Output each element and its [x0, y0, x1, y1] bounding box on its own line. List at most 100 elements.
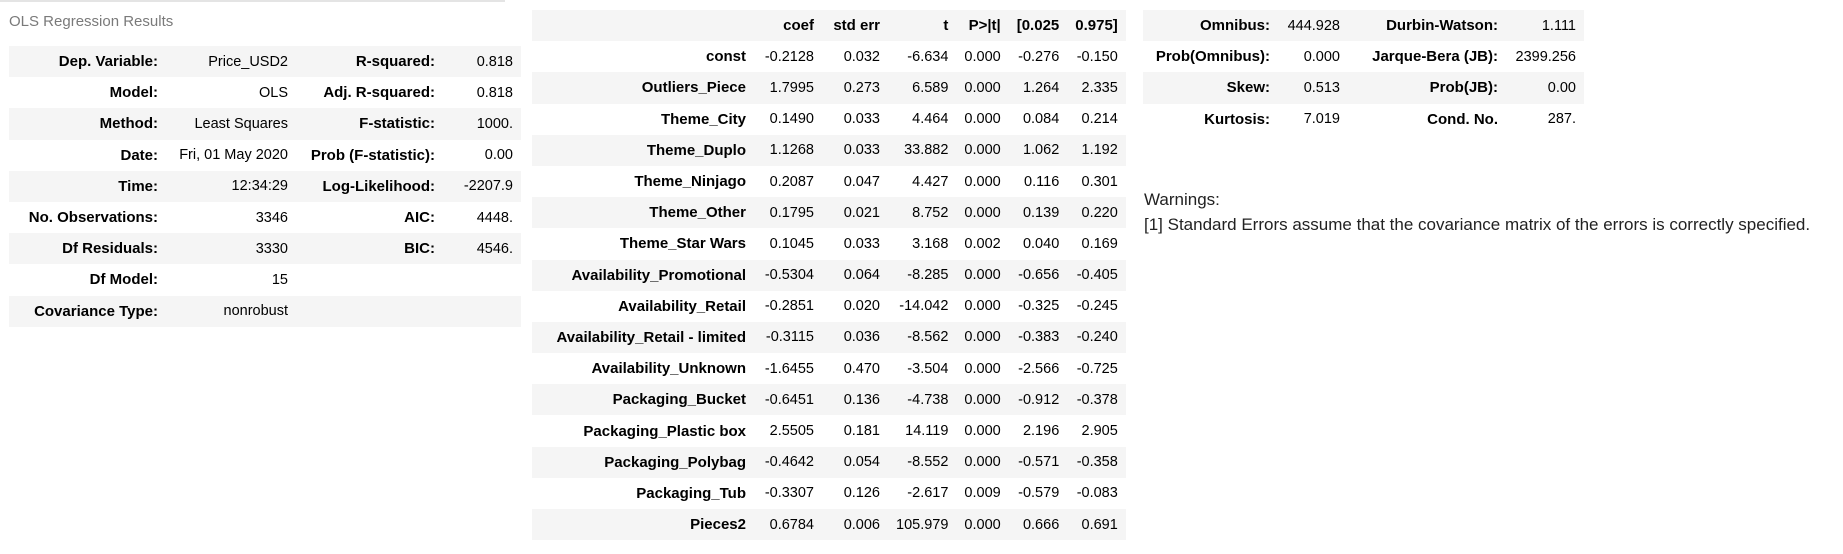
- p-value: 0.000: [964, 391, 1001, 408]
- coef-row: Theme_Star Wars 0.1045 0.033 3.168 0.002…: [532, 228, 1126, 260]
- ci-lower: 0.139: [1022, 204, 1060, 221]
- p-value: 0.000: [964, 267, 1001, 284]
- summary-label: Df Residuals:: [62, 240, 158, 258]
- coef-value: 0.1795: [769, 204, 814, 221]
- summary-value: OLS: [258, 84, 288, 101]
- column-header: [0.025: [1016, 17, 1060, 35]
- coef-value: 1.1268: [769, 142, 814, 159]
- coef-variable: Availability_Retail: [618, 297, 746, 315]
- coef-row: const -0.2128 0.032 -6.634 0.000 -0.276 …: [532, 41, 1126, 73]
- summary-label: Model:: [109, 84, 158, 102]
- diagnostics-value: 0.000: [1303, 48, 1340, 65]
- summary-value: 12:34:29: [231, 178, 288, 195]
- coef-value: 0.6784: [769, 516, 814, 533]
- std-err-value: 0.470: [843, 360, 880, 377]
- summary-value: 3346: [255, 209, 288, 226]
- ci-upper: 0.220: [1081, 204, 1118, 221]
- ci-lower: -0.912: [1018, 391, 1060, 408]
- summary-row: Model: OLS Adj. R-squared: 0.818: [9, 77, 521, 109]
- coef-variable: Theme_Other: [649, 204, 746, 222]
- p-value: 0.000: [964, 329, 1001, 346]
- p-value: 0.000: [964, 204, 1001, 221]
- ci-upper: 1.192: [1081, 142, 1118, 159]
- summary-row: Method: Least Squares F-statistic: 1000.: [9, 108, 521, 140]
- t-value: 4.464: [912, 111, 949, 128]
- std-err-value: 0.047: [843, 173, 880, 190]
- coef-row: Pieces2 0.6784 0.006 105.979 0.000 0.666…: [532, 509, 1126, 541]
- diagnostics-value: 287.: [1547, 111, 1576, 128]
- p-value: 0.002: [964, 235, 1001, 252]
- p-value: 0.000: [964, 423, 1001, 440]
- ci-upper: -0.725: [1076, 360, 1118, 377]
- ci-upper: -0.358: [1076, 454, 1118, 471]
- std-err-value: 0.054: [843, 454, 880, 471]
- coef-row: Packaging_Bucket -0.6451 0.136 -4.738 0.…: [532, 384, 1126, 416]
- coef-value: -0.3115: [765, 329, 814, 346]
- t-value: -4.738: [907, 391, 949, 408]
- std-err-value: 0.021: [843, 204, 880, 221]
- coef-variable: Packaging_Plastic box: [583, 422, 746, 440]
- coef-value: -0.6451: [764, 391, 814, 408]
- p-value: 0.009: [964, 485, 1001, 502]
- diagnostics-label: Cond. No.: [1427, 110, 1498, 128]
- std-err-value: 0.036: [843, 329, 880, 346]
- ci-lower: 2.196: [1022, 423, 1060, 440]
- coef-row: Packaging_Plastic box 2.5505 0.181 14.11…: [532, 415, 1126, 447]
- coef-value: 0.1045: [769, 235, 814, 252]
- p-value: 0.000: [964, 79, 1001, 96]
- diagnostics-row: Kurtosis: 7.019 Cond. No. 287.: [1143, 103, 1584, 135]
- t-value: -8.285: [907, 267, 949, 284]
- summary-value: 0.818: [476, 53, 513, 70]
- summary-label: Time:: [118, 177, 158, 195]
- p-value: 0.000: [964, 298, 1001, 315]
- summary-label: Covariance Type:: [34, 302, 158, 320]
- coef-row: Availability_Unknown -1.6455 0.470 -3.50…: [532, 353, 1126, 385]
- warning-item: [1] Standard Errors assume that the cova…: [1144, 215, 1811, 234]
- summary-label: Df Model:: [89, 271, 158, 289]
- summary-value: 1000.: [476, 115, 513, 132]
- coef-row: Theme_Ninjago 0.2087 0.047 4.427 0.000 0…: [532, 165, 1126, 198]
- coef-value: 0.2087: [769, 173, 814, 190]
- diagnostics-label: Omnibus:: [1200, 17, 1270, 35]
- coef-row: Theme_City 0.1490 0.033 4.464 0.000 0.08…: [532, 103, 1126, 135]
- ci-upper: -0.245: [1076, 298, 1118, 315]
- summary-label: Dep. Variable:: [58, 53, 158, 71]
- ci-lower: 0.040: [1022, 235, 1060, 252]
- coef-row: Theme_Duplo 1.1268 0.033 33.882 0.000 1.…: [532, 134, 1126, 166]
- coef-value: -0.4642: [764, 454, 814, 471]
- coef-variable: Availability_Retail - limited: [556, 328, 747, 346]
- coef-value: -1.6455: [764, 360, 814, 377]
- summary-label: Log-Likelihood:: [322, 177, 435, 195]
- diagnostics-value: 0.00: [1547, 79, 1576, 96]
- summary-label: Adj. R-squared:: [323, 84, 435, 102]
- warnings-block: Warnings: [1] Standard Errors assume tha…: [1144, 187, 1810, 237]
- ci-lower: -0.579: [1018, 485, 1060, 502]
- coef-header-row: coef std err t P>|t| [0.025 0.975]: [532, 10, 1126, 42]
- diagnostics-label: Prob(JB):: [1429, 79, 1498, 97]
- ci-upper: -0.378: [1076, 391, 1118, 408]
- coef-value: 1.7995: [769, 79, 814, 96]
- diagnostics-label: Jarque-Bera (JB):: [1372, 48, 1498, 66]
- summary-label: BIC:: [404, 240, 435, 258]
- summary-label: No. Observations:: [28, 209, 158, 227]
- std-err-value: 0.126: [843, 485, 880, 502]
- p-value: 0.000: [964, 48, 1001, 65]
- warnings-title: Warnings:: [1144, 190, 1220, 209]
- coef-variable: Packaging_Bucket: [612, 391, 746, 409]
- t-value: 8.752: [912, 204, 949, 221]
- summary-value: 0.00: [484, 147, 513, 164]
- ci-lower: -0.656: [1018, 267, 1060, 284]
- summary-label: Method:: [99, 115, 158, 133]
- summary-value: nonrobust: [223, 303, 289, 320]
- ci-upper: 0.691: [1081, 516, 1118, 533]
- coef-variable: Theme_Ninjago: [634, 173, 746, 191]
- coef-value: -0.5304: [764, 267, 814, 284]
- summary-value: 0.818: [476, 84, 513, 101]
- summary-label: [296, 296, 443, 327]
- model-summary-table: Dep. Variable: Price_USD2 R-squared: 0.8…: [9, 46, 521, 327]
- p-value: 0.000: [964, 454, 1001, 471]
- p-value: 0.000: [964, 516, 1001, 533]
- coef-variable: Theme_Duplo: [646, 141, 746, 159]
- p-value: 0.000: [964, 111, 1001, 128]
- ci-lower: 0.084: [1022, 111, 1060, 128]
